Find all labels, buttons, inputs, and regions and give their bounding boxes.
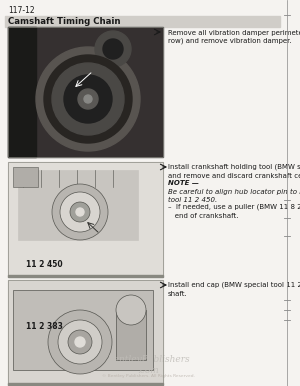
Bar: [8, 27, 163, 157]
Circle shape: [78, 89, 98, 109]
Circle shape: [64, 75, 112, 123]
Text: Install end cap (BMW special tool 11 2 383) on end of crank-
shaft.: Install end cap (BMW special tool 11 2 3…: [168, 282, 300, 296]
Circle shape: [68, 330, 92, 354]
Circle shape: [58, 320, 102, 364]
Circle shape: [44, 55, 132, 143]
Bar: [13, 167, 38, 187]
Text: BentleyPublishers
.com: BentleyPublishers .com: [107, 355, 189, 375]
Bar: [116, 310, 146, 360]
Bar: [8, 383, 163, 385]
Text: Install crankshaft holding tool (BMW special tool 11 2 450)
and remove and disca: Install crankshaft holding tool (BMW spe…: [168, 164, 300, 178]
Bar: [8, 27, 36, 157]
Text: NOTE —: NOTE —: [168, 180, 199, 186]
Bar: [5, 16, 280, 27]
Text: 117-12: 117-12: [8, 6, 34, 15]
Bar: [8, 280, 163, 385]
Circle shape: [84, 95, 92, 103]
Text: Camshaft Timing Chain: Camshaft Timing Chain: [8, 17, 121, 26]
Circle shape: [52, 63, 124, 135]
Bar: [8, 162, 163, 277]
Circle shape: [76, 208, 84, 216]
Circle shape: [103, 39, 123, 59]
Text: 11 2 383: 11 2 383: [26, 322, 63, 331]
Circle shape: [48, 310, 112, 374]
Text: Remove all vibration damper perimeter mounting bolts (ar-
row) and remove vibrat: Remove all vibration damper perimeter mo…: [168, 29, 300, 44]
Text: 11 2 450: 11 2 450: [26, 260, 63, 269]
Text: © Bentley Publishers. All Rights Reserved.: © Bentley Publishers. All Rights Reserve…: [101, 374, 194, 378]
Bar: [8, 275, 163, 277]
Bar: [13, 290, 153, 370]
Circle shape: [52, 184, 108, 240]
Text: Be careful to align hub locator pin to hole (arrow) in special
tool 11 2 450.: Be careful to align hub locator pin to h…: [168, 188, 300, 203]
Circle shape: [70, 202, 90, 222]
Bar: [8, 280, 163, 385]
Circle shape: [75, 337, 85, 347]
Text: –  If needed, use a puller (BMW 11 8 219) to remove hub from
   end of crankshaf: – If needed, use a puller (BMW 11 8 219)…: [168, 204, 300, 218]
Circle shape: [36, 47, 140, 151]
Circle shape: [60, 192, 100, 232]
Bar: [8, 27, 163, 157]
Bar: [8, 162, 163, 277]
Circle shape: [116, 295, 146, 325]
Bar: [18, 170, 138, 240]
Bar: [9, 28, 162, 156]
Circle shape: [95, 31, 131, 67]
